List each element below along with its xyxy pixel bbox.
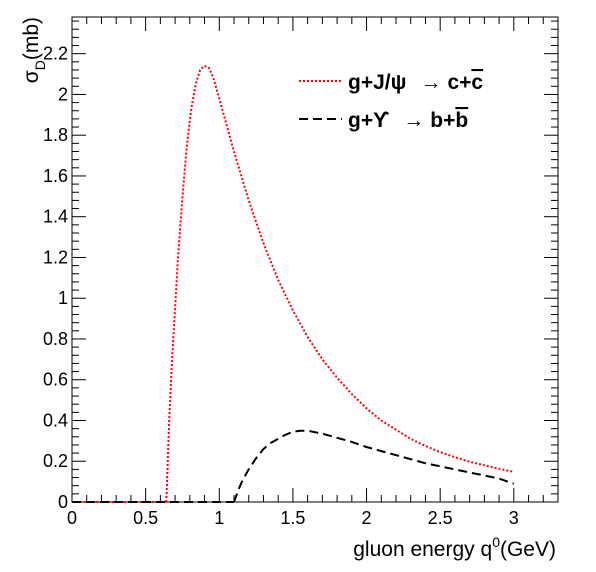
legend: g+J/ψ → c+c g+ϒ → b+b — [299, 71, 483, 132]
y-axis: 0 0.2 0.4 0.6 0.8 1 1.2 1.4 1.6 1.8 2 2.2 — [43, 20, 558, 512]
y-tick-label: 0.4 — [43, 410, 68, 430]
y-tick-label: 0.6 — [43, 370, 68, 390]
x-axis-title: gluon energy q0(GeV) — [353, 534, 556, 561]
series-line-0 — [165, 64, 514, 503]
x-tick-label: 0 — [67, 508, 77, 528]
y-tick-label: 0 — [58, 492, 68, 512]
legend-label-jpsi: g+J/ψ → c+c — [348, 71, 483, 94]
y-axis-title: σD(mb) — [20, 17, 48, 83]
x-tick-label: 2.5 — [428, 508, 453, 528]
y-tick-label: 1.6 — [43, 166, 68, 186]
x-tick-label: 0.5 — [133, 508, 158, 528]
y-tick-label: 1 — [58, 288, 68, 308]
x-tick-label: 2 — [362, 508, 372, 528]
y-tick-label: 2.2 — [43, 44, 68, 64]
plot-frame — [71, 16, 559, 503]
x-tick-label: 3 — [509, 508, 519, 528]
y-tick-label: 0.2 — [43, 451, 68, 471]
y-tick-label: 0.8 — [43, 329, 68, 349]
series-layer — [72, 64, 515, 503]
x-tick-label: 1 — [214, 508, 224, 528]
series-line-1 — [233, 429, 515, 503]
x-axis: 0 0.5 1 1.5 2 2.5 3 — [67, 17, 559, 528]
y-tick-label: 2 — [58, 84, 68, 104]
y-tick-label: 1.8 — [43, 125, 68, 145]
y-tick-label: 1.2 — [43, 247, 68, 267]
legend-label-upsilon: g+ϒ → b+b — [348, 109, 468, 132]
x-tick-label: 1.5 — [280, 508, 305, 528]
y-tick-label: 1.4 — [43, 207, 68, 227]
